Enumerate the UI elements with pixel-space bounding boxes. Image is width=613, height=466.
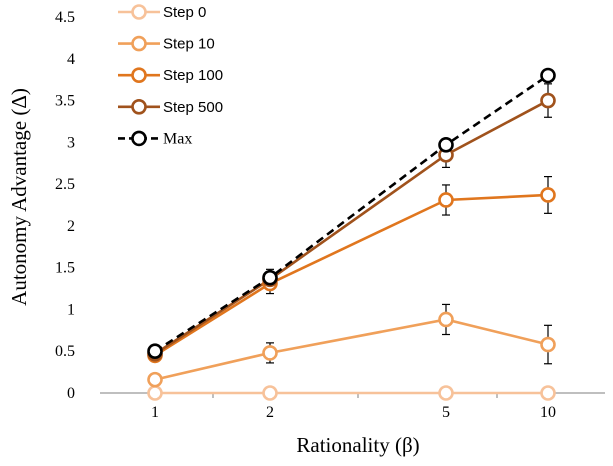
y-tick-label: 4.5 <box>55 9 75 26</box>
data-point <box>540 67 556 84</box>
data-point <box>262 269 278 286</box>
data-point <box>540 385 556 401</box>
data-point <box>438 137 454 153</box>
legend-label: Step 10 <box>163 36 215 53</box>
y-tick-label: 2 <box>67 218 75 235</box>
y-tick-label: 0.5 <box>55 343 75 360</box>
legend-label: Step 0 <box>163 4 206 21</box>
x-tick-label: 2 <box>266 404 274 421</box>
y-tick-label: 4 <box>67 51 75 68</box>
data-point <box>262 345 278 361</box>
data-point <box>147 343 163 360</box>
data-point <box>147 371 163 388</box>
series-line <box>154 74 549 353</box>
y-tick-label: 0 <box>67 385 75 402</box>
y-tick-label: 3 <box>67 134 75 151</box>
error-bars <box>266 83 552 365</box>
data-point <box>438 311 454 328</box>
y-tick-label: 1.5 <box>55 260 75 277</box>
series-line <box>154 193 549 357</box>
series-markers <box>147 67 556 401</box>
data-point <box>438 385 454 401</box>
legend-marker <box>131 35 147 52</box>
data-point <box>540 187 556 203</box>
data-point <box>540 336 556 353</box>
x-tick-label: 5 <box>442 404 450 421</box>
x-tick-label: 1 <box>151 404 159 421</box>
y-tick-label: 3.5 <box>55 93 75 110</box>
legend-marker <box>131 130 147 147</box>
data-point <box>262 385 278 401</box>
legend-label: Max <box>163 130 192 147</box>
y-tick-label: 1 <box>67 301 75 318</box>
data-point <box>147 385 163 401</box>
legend-label: Step 100 <box>163 67 223 84</box>
series-line <box>154 318 549 381</box>
legend-marker <box>131 4 147 20</box>
series-lines <box>154 74 549 395</box>
legend: Step 0 Step 10 Step 100 Step 500 Max <box>118 4 223 147</box>
legend-marker <box>131 99 147 115</box>
legend-label: Step 500 <box>163 99 223 116</box>
legend-marker <box>131 67 147 83</box>
series-line <box>154 99 549 355</box>
data-point <box>540 92 556 109</box>
y-tick-label: 2.5 <box>55 176 75 193</box>
y-axis-title: Autonomy Advantage (Δ) <box>7 88 31 306</box>
x-tick-label: 10 <box>540 404 556 421</box>
data-point <box>438 192 454 208</box>
x-axis: 1 2 5 10 <box>100 392 605 421</box>
y-axis-ticks: 0 0.5 1 1.5 2 2.5 3 3.5 4 4.5 <box>55 9 75 402</box>
x-axis-title: Rationality (β) <box>296 433 419 457</box>
